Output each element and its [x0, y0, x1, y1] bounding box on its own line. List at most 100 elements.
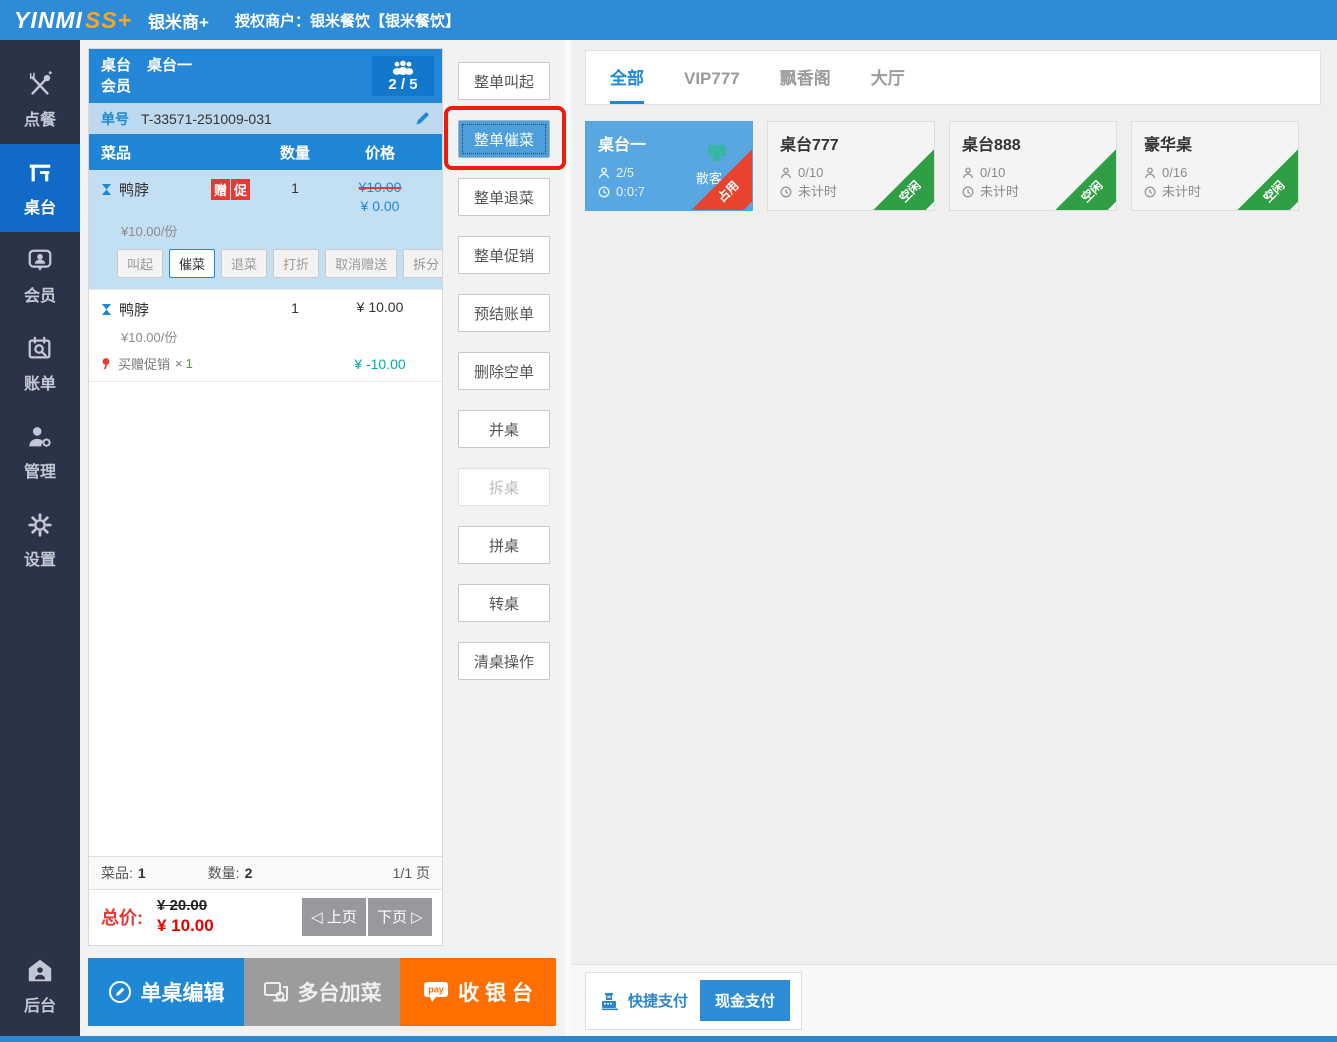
table-timer: 0:0:7 [616, 184, 645, 199]
quick-pay-link[interactable]: 快捷支付 [600, 990, 688, 1011]
logo-accent-text: SS+ [84, 6, 133, 33]
bill-icon [26, 335, 54, 363]
discount-button[interactable]: 打折 [273, 249, 320, 278]
clear-table-button[interactable]: 清桌操作 [458, 642, 550, 680]
sidebar-item-settings[interactable]: 设置 [0, 496, 80, 584]
sidebar-item-members[interactable]: 会员 [0, 232, 80, 320]
pay-bubble-icon: pay [423, 980, 449, 1004]
order-item[interactable]: 鸭脖 1 ¥ 10.00 ¥10.00/份 买赠促销 × 1 [89, 290, 442, 382]
split-table-button[interactable]: 拆桌 [458, 468, 550, 506]
table-card[interactable]: 桌台777 0/10 未计时 空闲 [767, 121, 935, 211]
table-name: 桌台一 [147, 57, 193, 74]
table-timer: 未计时 [980, 184, 1020, 199]
column-price: 价格 [364, 144, 395, 162]
bottom-accent-strip [0, 1036, 1337, 1042]
table-timer: 未计时 [1162, 184, 1202, 199]
tab-hall[interactable]: 大厅 [870, 69, 905, 88]
delete-empty-order-button[interactable]: 删除空单 [458, 352, 550, 390]
sidebar-item-label: 设置 [23, 551, 56, 569]
table-card-occupied[interactable]: 桌台一 2/5 0:0:7 散客 占用 [585, 121, 753, 211]
order-summary-row: 菜品: 1 数量: 2 1/1 页 [89, 856, 442, 890]
tab-vip777[interactable]: VIP777 [684, 69, 740, 88]
table-icon [26, 159, 54, 187]
person-icon [1144, 167, 1156, 179]
merge-table-button[interactable]: 并桌 [458, 410, 550, 448]
whole-order-callup-button[interactable]: 整单叫起 [458, 62, 550, 100]
promo-amount: ¥ -10.00 [354, 355, 406, 372]
whole-order-return-button[interactable]: 整单退菜 [458, 178, 550, 216]
payment-bar: 快捷支付 现金支付 [571, 964, 1337, 1036]
home-user-icon [26, 957, 54, 985]
call-up-button[interactable]: 叫起 [117, 249, 164, 278]
dish-qty: 1 [291, 300, 299, 316]
table-capacity: 2/5 [616, 165, 635, 180]
person-icon [962, 167, 974, 179]
table-card[interactable]: 豪华桌 0/16 未计时 空闲 [1131, 121, 1299, 211]
tab-piaoxiangge[interactable]: 飘香阁 [779, 69, 831, 88]
tab-all[interactable]: 全部 [610, 64, 644, 104]
monitor-icon [706, 144, 728, 162]
sidebar-item-manage[interactable]: 管理 [0, 408, 80, 496]
guest-count-box[interactable]: 2 / 5 [372, 56, 434, 96]
whole-order-urge-button[interactable]: 整单催菜 [458, 120, 550, 158]
merchant-label: 授权商户：银米餐饮【银米餐饮】 [234, 12, 460, 30]
clock-icon [962, 186, 974, 198]
dish-qty: 1 [291, 180, 299, 196]
table-card-name: 桌台777 [780, 137, 839, 154]
guests-icon [391, 60, 415, 75]
urge-dish-button[interactable]: 催菜 [169, 249, 216, 278]
dish-name: 鸭脖 [119, 302, 150, 319]
order-section: 桌台 桌台一 会员 2 / 5 单号 [80, 40, 566, 1036]
clock-icon [598, 186, 610, 198]
transfer-table-button[interactable]: 转桌 [458, 584, 550, 622]
whole-order-promo-button[interactable]: 整单促销 [458, 236, 550, 274]
column-dish: 菜品 [101, 144, 132, 162]
area-tabs: 全部 VIP777 飘香阁 大厅 [585, 50, 1321, 105]
pre-bill-button[interactable]: 预结账单 [458, 294, 550, 332]
sidebar-item-order[interactable]: 点餐 [0, 56, 80, 144]
cash-pay-button[interactable]: 现金支付 [700, 980, 791, 1021]
member-icon [26, 247, 54, 275]
pin-icon [101, 357, 112, 370]
gear-icon [26, 511, 54, 539]
sidebar-item-label: 点餐 [23, 111, 56, 129]
edit-pencil-icon[interactable] [415, 111, 430, 126]
return-dish-button[interactable]: 退菜 [221, 249, 268, 278]
table-card[interactable]: 桌台888 0/10 未计时 空闲 [949, 121, 1117, 211]
join-table-button[interactable]: 拼桌 [458, 526, 550, 564]
guest-type-label: 散客 [695, 171, 722, 186]
gift-badge: 赠 [210, 179, 230, 200]
next-page-button[interactable]: 下页 ▷ [368, 897, 432, 936]
order-no-label: 单号 [101, 110, 129, 127]
sidebar-item-bills[interactable]: 账单 [0, 320, 80, 408]
split-button[interactable]: 拆分 [403, 249, 442, 278]
action-column: 整单叫起 整单催菜 整单退菜 整单促销 预结账单 删除空单 并桌 拆桌 拼桌 转… [443, 48, 566, 946]
svg-text:pay: pay [428, 985, 444, 995]
cancel-gift-button[interactable]: 取消赠送 [325, 249, 398, 278]
promo-badge: 促 [230, 179, 250, 200]
topbar: YINMISS+ 银米商+ 授权商户：银米餐饮【银米餐饮】 [0, 0, 1337, 40]
edit-circle-icon [108, 980, 132, 1004]
sidebar: 点餐 桌台 会员 账单 管理 [0, 40, 80, 1036]
sidebar-item-label: 桌台 [23, 199, 56, 217]
table-card-name: 桌台888 [962, 137, 1021, 154]
cash-register-icon [600, 991, 620, 1011]
qty-count-label: 数量: [207, 865, 240, 881]
sidebar-item-label: 会员 [23, 287, 56, 305]
table-card-name: 桌台一 [598, 137, 647, 154]
table-timer: 未计时 [798, 184, 838, 199]
single-table-edit-button[interactable]: 单桌编辑 [88, 958, 244, 1026]
total-label: 总价: [101, 907, 143, 928]
sidebar-item-backend[interactable]: 后台 [0, 942, 80, 1030]
order-bottom-actions: 单桌编辑 多台加菜 pay 收 银 台 [88, 958, 556, 1026]
sidebar-item-tables[interactable]: 桌台 [0, 144, 80, 232]
sidebar-item-label: 账单 [23, 375, 56, 393]
member-label: 会员 [101, 78, 132, 95]
column-qty: 数量 [279, 144, 310, 162]
dish-name: 鸭脖 [119, 182, 150, 199]
multi-table-add-button[interactable]: 多台加菜 [244, 958, 400, 1026]
page-indicator: 1/1 页 [392, 865, 430, 881]
cashier-button[interactable]: pay 收 银 台 [400, 958, 556, 1026]
prev-page-button[interactable]: ◁ 上页 [302, 897, 366, 936]
order-item-selected[interactable]: 鸭脖 赠 促 1 ¥10.00 ¥ 0.00 [89, 170, 442, 290]
